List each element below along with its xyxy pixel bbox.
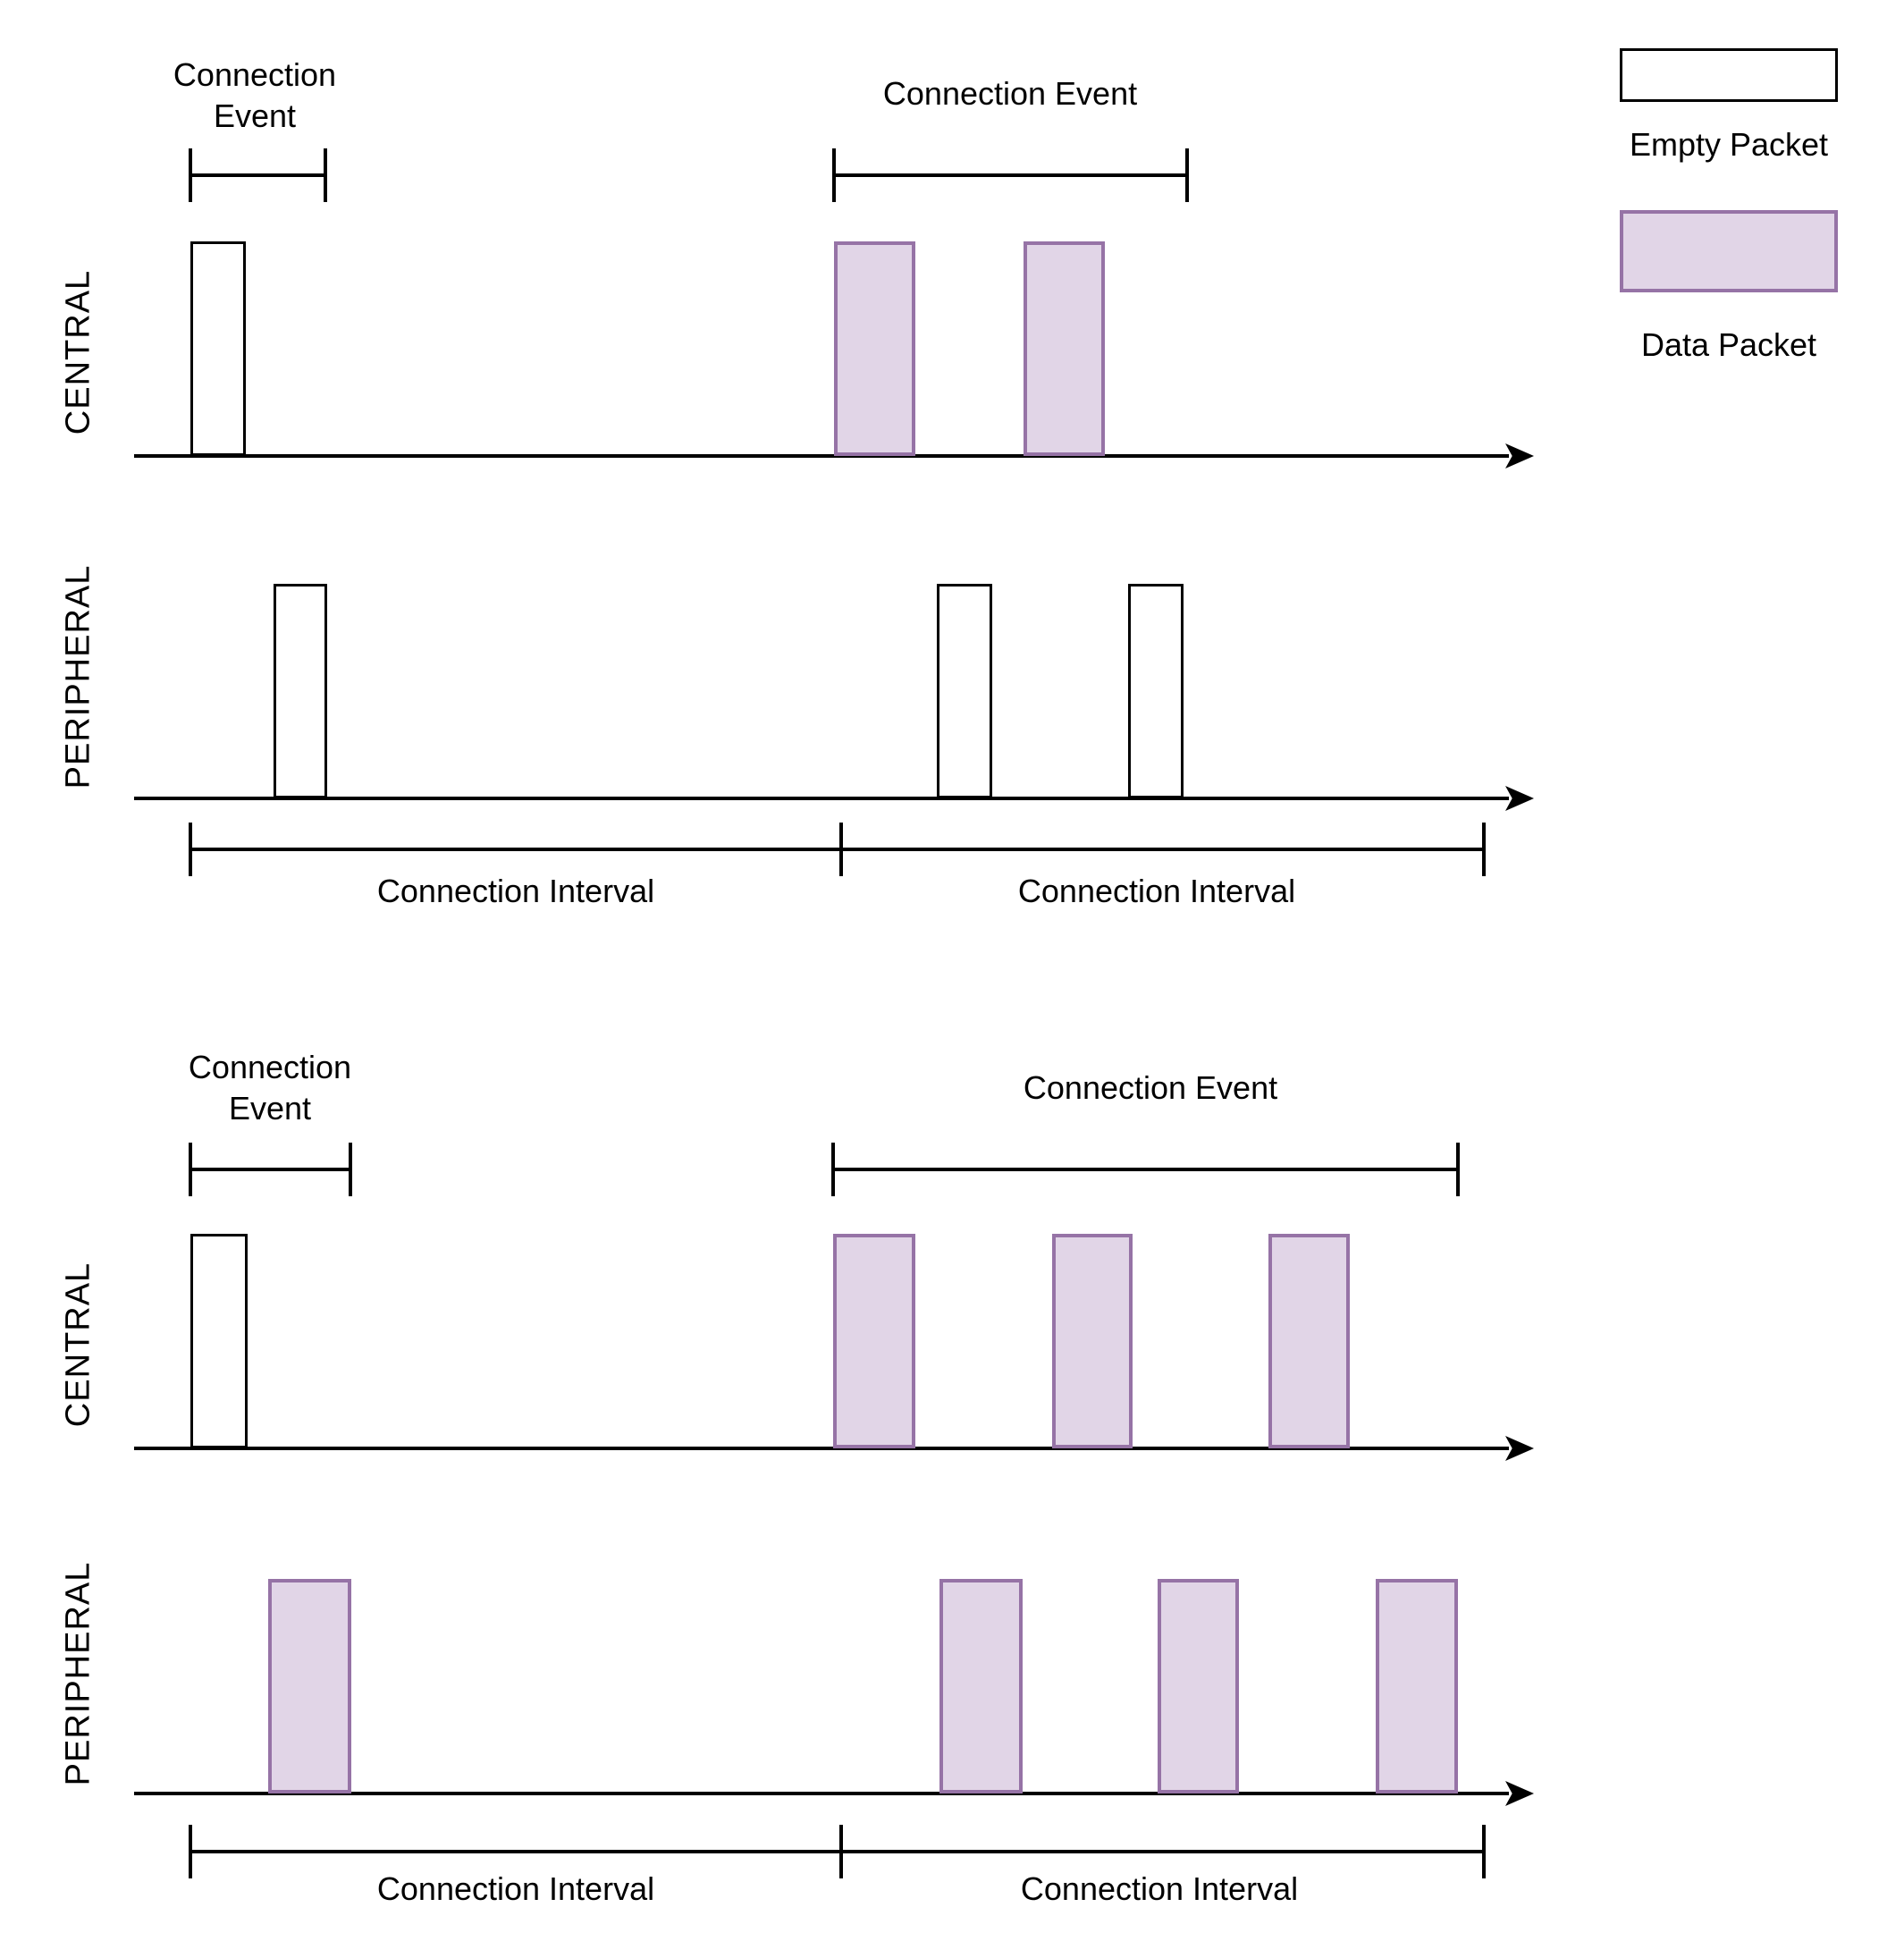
event-bracket-tick <box>349 1143 352 1196</box>
connection-event-label: Connection Event <box>882 75 1138 112</box>
data-packet <box>1268 1234 1350 1448</box>
data-packet <box>833 1234 915 1448</box>
interval-bracket-tick <box>1482 823 1486 876</box>
event-bracket-tick <box>189 148 192 202</box>
empty-packet <box>190 241 246 456</box>
connection-event-label: Connection Event <box>173 56 337 134</box>
central-timeline-axis <box>134 454 1509 458</box>
connection-interval-label: Connection Interval <box>1017 873 1296 909</box>
data-packet <box>1158 1579 1239 1793</box>
empty-packet <box>274 584 327 798</box>
interval-bracket-tick <box>839 1825 843 1878</box>
empty-packet <box>1128 584 1184 798</box>
peripheral-packet-row <box>0 584 1904 798</box>
connection-interval-label: Connection Interval <box>1020 1870 1299 1907</box>
data-packet <box>834 241 915 456</box>
peripheral-packet-row <box>0 1579 1904 1793</box>
connection-event-label: Connection Event <box>1023 1069 1278 1106</box>
event-bracket-line <box>833 1168 1458 1171</box>
event-bracket-tick <box>831 1143 835 1196</box>
event-bracket-tick <box>832 148 836 202</box>
event-bracket-line <box>190 173 325 177</box>
data-packet <box>1376 1579 1458 1793</box>
data-packet <box>1052 1234 1133 1448</box>
data-packet <box>939 1579 1023 1793</box>
event-bracket-line <box>190 1168 350 1171</box>
interval-bracket-tick <box>839 823 843 876</box>
central-packet-row <box>0 1234 1904 1448</box>
peripheral-timeline-axis <box>134 797 1509 800</box>
legend-empty-packet-swatch <box>1620 48 1838 102</box>
central-packet-row <box>0 241 1904 456</box>
empty-packet <box>937 584 992 798</box>
interval-bracket-tick <box>1482 1825 1486 1878</box>
data-packet <box>1024 241 1105 456</box>
event-bracket-tick <box>1456 1143 1460 1196</box>
legend-empty-packet-label: Empty Packet <box>1629 126 1829 163</box>
connection-event-label: Connection Event <box>188 1049 352 1127</box>
interval-bracket-tick <box>189 1825 192 1878</box>
connection-interval-label: Connection Interval <box>376 873 655 909</box>
peripheral-timeline-axis <box>134 1792 1509 1795</box>
empty-packet <box>190 1234 248 1448</box>
event-bracket-line <box>834 173 1187 177</box>
interval-bracket-line <box>190 848 1484 851</box>
central-timeline-axis <box>134 1447 1509 1450</box>
interval-bracket-line <box>190 1850 1484 1853</box>
event-bracket-tick <box>1185 148 1189 202</box>
event-bracket-tick <box>189 1143 192 1196</box>
legend-data-packet-swatch <box>1620 210 1838 292</box>
legend-data-packet-label: Data Packet <box>1640 326 1817 363</box>
event-bracket-tick <box>324 148 327 202</box>
interval-bracket-tick <box>189 823 192 876</box>
connection-interval-label: Connection Interval <box>376 1870 655 1907</box>
data-packet <box>268 1579 351 1793</box>
